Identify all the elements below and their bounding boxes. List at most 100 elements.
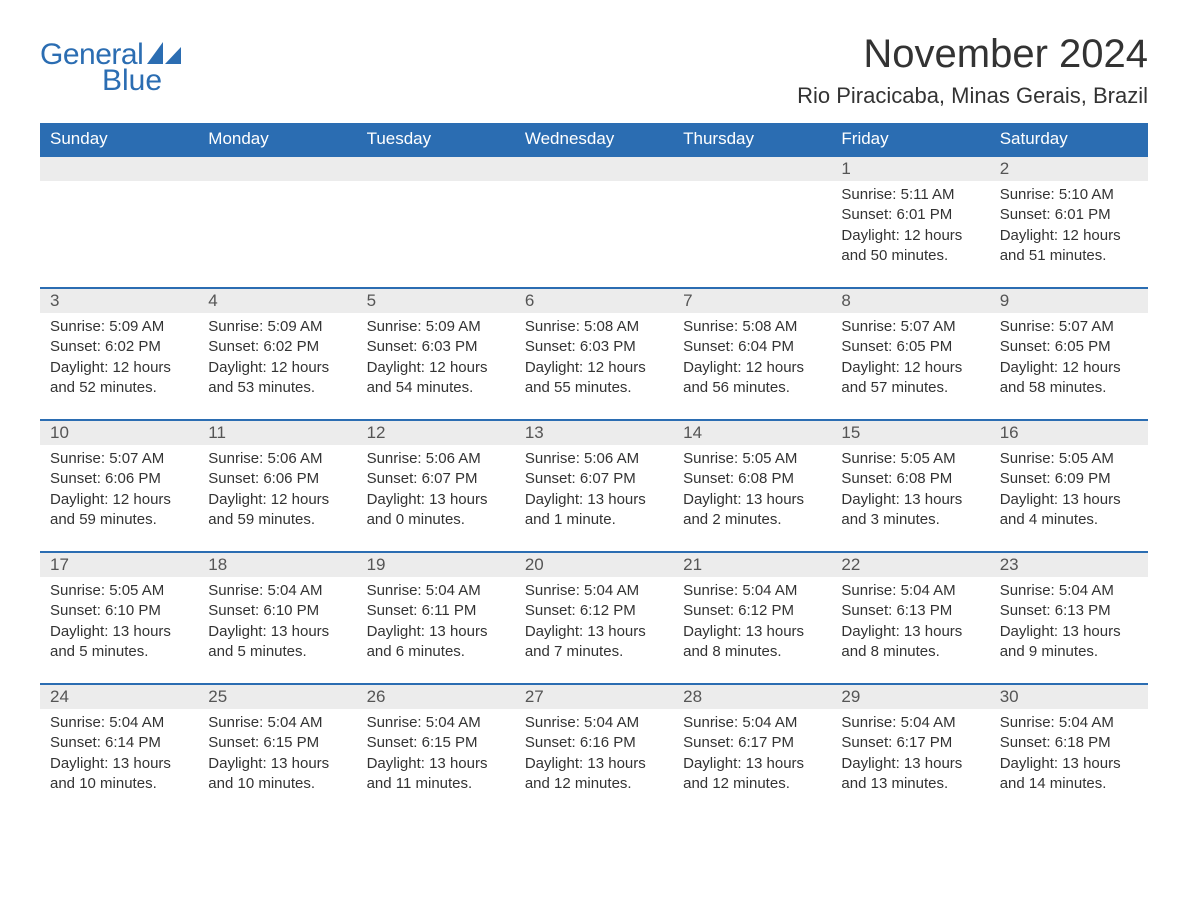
calendar-cell: 26Sunrise: 5:04 AMSunset: 6:15 PMDayligh… [357,683,515,815]
day-number: 17 [40,553,198,577]
sunset-line: Sunset: 6:11 PM [367,601,505,621]
day-details: Sunrise: 5:07 AMSunset: 6:06 PMDaylight:… [40,445,198,538]
day-details: Sunrise: 5:06 AMSunset: 6:07 PMDaylight:… [357,445,515,538]
sunset-line: Sunset: 6:05 PM [1000,337,1138,357]
daylight-line: Daylight: 13 hours and 5 minutes. [50,622,188,663]
sunset-line: Sunset: 6:01 PM [841,205,979,225]
day-details: Sunrise: 5:07 AMSunset: 6:05 PMDaylight:… [831,313,989,406]
daylight-line: Daylight: 13 hours and 10 minutes. [50,754,188,795]
weekday-header: Thursday [673,123,831,155]
day-details: Sunrise: 5:06 AMSunset: 6:06 PMDaylight:… [198,445,356,538]
sunset-line: Sunset: 6:05 PM [841,337,979,357]
calendar-cell: 3Sunrise: 5:09 AMSunset: 6:02 PMDaylight… [40,287,198,419]
sunrise-line: Sunrise: 5:08 AM [525,317,663,337]
day-number: 14 [673,421,831,445]
daylight-line: Daylight: 12 hours and 57 minutes. [841,358,979,399]
sunset-line: Sunset: 6:04 PM [683,337,821,357]
day-number: 11 [198,421,356,445]
daylight-line: Daylight: 13 hours and 0 minutes. [367,490,505,531]
sunset-line: Sunset: 6:12 PM [683,601,821,621]
daylight-line: Daylight: 13 hours and 4 minutes. [1000,490,1138,531]
calendar-cell [198,155,356,287]
calendar-week-row: 17Sunrise: 5:05 AMSunset: 6:10 PMDayligh… [40,551,1148,683]
calendar-cell: 4Sunrise: 5:09 AMSunset: 6:02 PMDaylight… [198,287,356,419]
day-details: Sunrise: 5:04 AMSunset: 6:17 PMDaylight:… [831,709,989,802]
daylight-line: Daylight: 12 hours and 51 minutes. [1000,226,1138,267]
sunrise-line: Sunrise: 5:09 AM [367,317,505,337]
daylight-line: Daylight: 12 hours and 59 minutes. [208,490,346,531]
calendar-cell: 13Sunrise: 5:06 AMSunset: 6:07 PMDayligh… [515,419,673,551]
empty-day-strip [357,157,515,181]
sunrise-line: Sunrise: 5:04 AM [525,713,663,733]
daylight-line: Daylight: 13 hours and 6 minutes. [367,622,505,663]
daylight-line: Daylight: 13 hours and 5 minutes. [208,622,346,663]
calendar-week-row: 24Sunrise: 5:04 AMSunset: 6:14 PMDayligh… [40,683,1148,815]
day-number: 15 [831,421,989,445]
sunrise-line: Sunrise: 5:06 AM [367,449,505,469]
sunrise-line: Sunrise: 5:04 AM [683,581,821,601]
sunset-line: Sunset: 6:12 PM [525,601,663,621]
day-details: Sunrise: 5:04 AMSunset: 6:11 PMDaylight:… [357,577,515,670]
day-number: 9 [990,289,1148,313]
brand-logo: General Blue [40,32,181,98]
day-number: 16 [990,421,1148,445]
day-number: 4 [198,289,356,313]
calendar-cell [357,155,515,287]
sunrise-line: Sunrise: 5:04 AM [1000,581,1138,601]
day-details: Sunrise: 5:04 AMSunset: 6:13 PMDaylight:… [990,577,1148,670]
daylight-line: Daylight: 12 hours and 53 minutes. [208,358,346,399]
sunrise-line: Sunrise: 5:04 AM [683,713,821,733]
weekday-header-row: SundayMondayTuesdayWednesdayThursdayFrid… [40,123,1148,155]
sunset-line: Sunset: 6:17 PM [683,733,821,753]
day-details: Sunrise: 5:04 AMSunset: 6:16 PMDaylight:… [515,709,673,802]
day-number: 6 [515,289,673,313]
sunset-line: Sunset: 6:10 PM [208,601,346,621]
sunrise-line: Sunrise: 5:10 AM [1000,185,1138,205]
day-number: 7 [673,289,831,313]
day-details: Sunrise: 5:04 AMSunset: 6:13 PMDaylight:… [831,577,989,670]
day-details: Sunrise: 5:09 AMSunset: 6:02 PMDaylight:… [198,313,356,406]
sunrise-line: Sunrise: 5:04 AM [525,581,663,601]
sunrise-line: Sunrise: 5:04 AM [208,581,346,601]
day-number: 21 [673,553,831,577]
sunset-line: Sunset: 6:03 PM [525,337,663,357]
sunset-line: Sunset: 6:02 PM [208,337,346,357]
calendar-cell: 14Sunrise: 5:05 AMSunset: 6:08 PMDayligh… [673,419,831,551]
weekday-header: Wednesday [515,123,673,155]
day-number: 18 [198,553,356,577]
calendar-cell: 2Sunrise: 5:10 AMSunset: 6:01 PMDaylight… [990,155,1148,287]
calendar-body: 1Sunrise: 5:11 AMSunset: 6:01 PMDaylight… [40,155,1148,815]
brand-text-blue: Blue [102,64,162,98]
sunset-line: Sunset: 6:13 PM [841,601,979,621]
calendar-cell: 5Sunrise: 5:09 AMSunset: 6:03 PMDaylight… [357,287,515,419]
day-details: Sunrise: 5:04 AMSunset: 6:15 PMDaylight:… [198,709,356,802]
calendar-cell: 27Sunrise: 5:04 AMSunset: 6:16 PMDayligh… [515,683,673,815]
page-header: General Blue November 2024 Rio Piracicab… [40,32,1148,119]
sunset-line: Sunset: 6:07 PM [525,469,663,489]
calendar-cell: 29Sunrise: 5:04 AMSunset: 6:17 PMDayligh… [831,683,989,815]
daylight-line: Daylight: 13 hours and 2 minutes. [683,490,821,531]
day-details: Sunrise: 5:04 AMSunset: 6:18 PMDaylight:… [990,709,1148,802]
calendar-cell [673,155,831,287]
sunrise-line: Sunrise: 5:09 AM [208,317,346,337]
empty-day-strip [673,157,831,181]
day-number: 2 [990,157,1148,181]
day-details: Sunrise: 5:08 AMSunset: 6:03 PMDaylight:… [515,313,673,406]
daylight-line: Daylight: 12 hours and 55 minutes. [525,358,663,399]
calendar-cell: 6Sunrise: 5:08 AMSunset: 6:03 PMDaylight… [515,287,673,419]
daylight-line: Daylight: 13 hours and 12 minutes. [525,754,663,795]
empty-day-strip [515,157,673,181]
sunset-line: Sunset: 6:17 PM [841,733,979,753]
empty-day-strip [198,157,356,181]
day-number: 1 [831,157,989,181]
daylight-line: Daylight: 13 hours and 11 minutes. [367,754,505,795]
sunrise-line: Sunrise: 5:04 AM [367,581,505,601]
sunrise-line: Sunrise: 5:04 AM [841,713,979,733]
weekday-header: Friday [831,123,989,155]
sunrise-line: Sunrise: 5:08 AM [683,317,821,337]
sunset-line: Sunset: 6:08 PM [841,469,979,489]
sunrise-line: Sunrise: 5:04 AM [367,713,505,733]
day-number: 13 [515,421,673,445]
calendar-cell: 9Sunrise: 5:07 AMSunset: 6:05 PMDaylight… [990,287,1148,419]
calendar-cell: 8Sunrise: 5:07 AMSunset: 6:05 PMDaylight… [831,287,989,419]
